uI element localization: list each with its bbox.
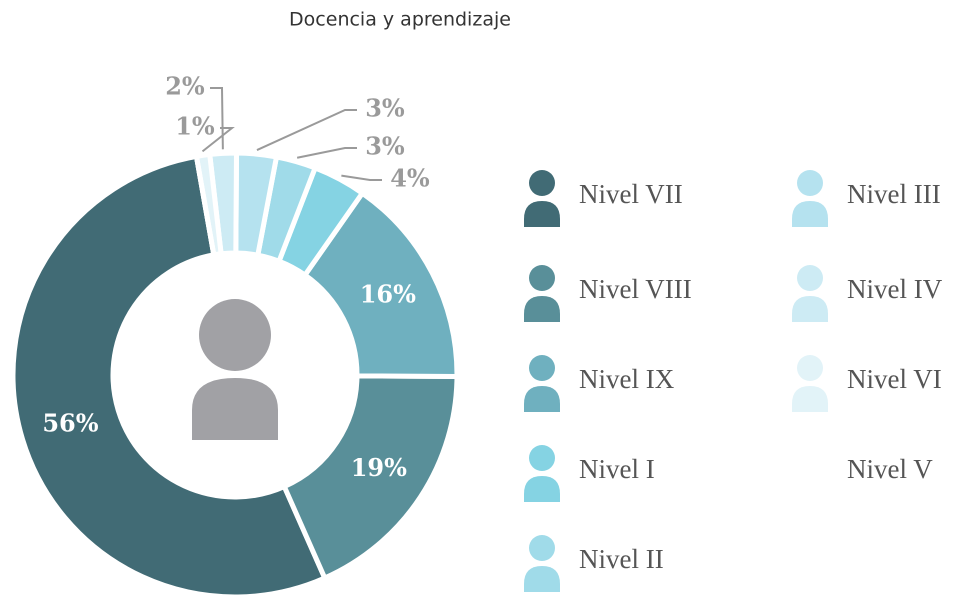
donut bbox=[10, 150, 460, 598]
slice bbox=[281, 373, 460, 582]
data-label: 16% bbox=[360, 280, 416, 309]
legend-icon-body bbox=[524, 296, 560, 322]
legend-icon-body bbox=[792, 476, 828, 502]
data-label: 19% bbox=[351, 453, 407, 482]
legend-icon-body bbox=[524, 386, 560, 412]
legend-icon-head bbox=[797, 355, 823, 381]
slice bbox=[193, 155, 217, 256]
legend-label: Nivel III bbox=[847, 179, 941, 209]
legend-label: Nivel IV bbox=[847, 274, 943, 304]
legend-icon-head bbox=[529, 265, 555, 291]
slice bbox=[301, 189, 460, 380]
data-label: 3% bbox=[365, 132, 405, 161]
legend-icon-head bbox=[529, 445, 555, 471]
center-icon bbox=[192, 299, 278, 440]
legend-item: Nivel I bbox=[524, 445, 655, 502]
legend-item: Nivel VIII bbox=[524, 265, 692, 322]
legend-label: Nivel I bbox=[579, 454, 655, 484]
legend-label: Nivel IX bbox=[579, 364, 675, 394]
data-label: 3% bbox=[365, 94, 405, 123]
chart-title: Docencia y aprendizaje bbox=[289, 9, 511, 31]
legend-icon-head bbox=[797, 445, 823, 471]
data-label: 4% bbox=[390, 164, 430, 193]
legend-icon-head bbox=[529, 535, 555, 561]
legend-item: Nivel VI bbox=[792, 355, 942, 412]
legend-icon-head bbox=[529, 355, 555, 381]
legend-icon-head bbox=[529, 170, 555, 196]
slice bbox=[10, 153, 329, 598]
legend-icon-head bbox=[797, 265, 823, 291]
legend-item: Nivel IX bbox=[524, 355, 675, 412]
legend-icon-body bbox=[524, 201, 560, 227]
data-label: 2% bbox=[165, 72, 205, 101]
legend-label: Nivel II bbox=[579, 544, 664, 574]
data-label: 56% bbox=[42, 409, 98, 438]
leader-line bbox=[341, 174, 382, 181]
legend-item: Nivel III bbox=[792, 170, 941, 227]
legend-label: Nivel V bbox=[847, 454, 933, 484]
leader-line bbox=[256, 109, 357, 151]
leader-line bbox=[296, 147, 357, 159]
legend-label: Nivel VII bbox=[579, 179, 683, 209]
legend-icon-body bbox=[792, 386, 828, 412]
legend-label: Nivel VI bbox=[847, 364, 942, 394]
legend-item: Nivel VII bbox=[524, 170, 683, 227]
legend-item: Nivel V bbox=[792, 445, 933, 502]
legend-icon-body bbox=[792, 201, 828, 227]
legend-label: Nivel VIII bbox=[579, 274, 692, 304]
legend-icon-body bbox=[792, 296, 828, 322]
legend-item: Nivel IV bbox=[792, 265, 943, 322]
data-label: 1% bbox=[175, 112, 215, 141]
leader-line bbox=[201, 127, 235, 153]
legend-icon-head bbox=[797, 170, 823, 196]
legend-icon-body bbox=[524, 476, 560, 502]
legend-item: Nivel II bbox=[524, 535, 664, 592]
legend-icon-body bbox=[524, 566, 560, 592]
